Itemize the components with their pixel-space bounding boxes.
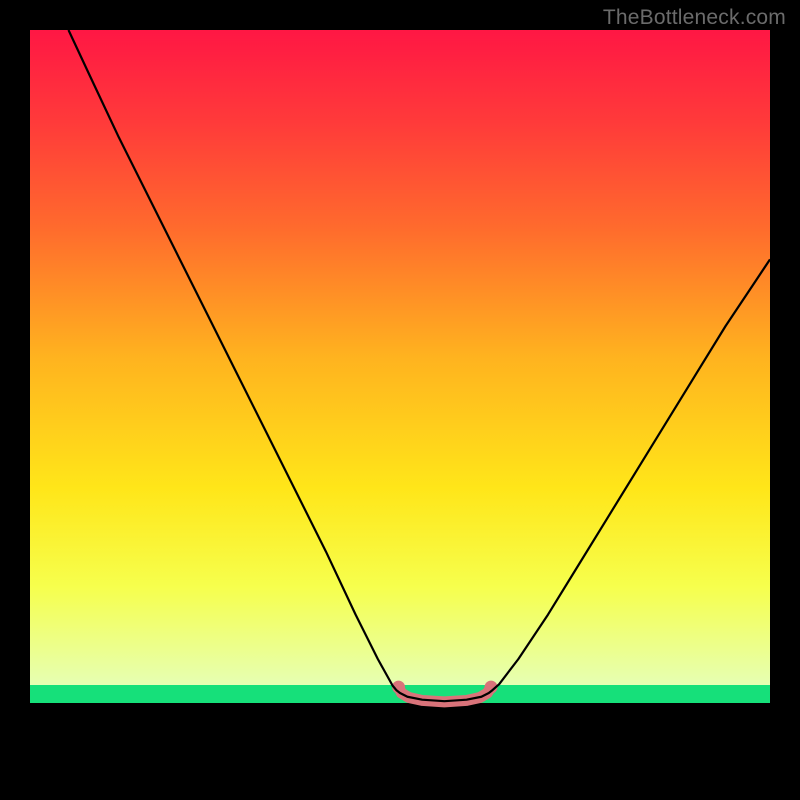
watermark-text: TheBottleneck.com <box>603 6 786 29</box>
bottleneck-curve <box>68 30 770 701</box>
highlight-path <box>399 687 492 702</box>
plot-area <box>30 30 770 770</box>
curve-svg <box>30 30 770 770</box>
chart-container: { "watermark": { "text": "TheBottleneck.… <box>0 0 800 800</box>
watermark: TheBottleneck.com <box>603 6 786 30</box>
